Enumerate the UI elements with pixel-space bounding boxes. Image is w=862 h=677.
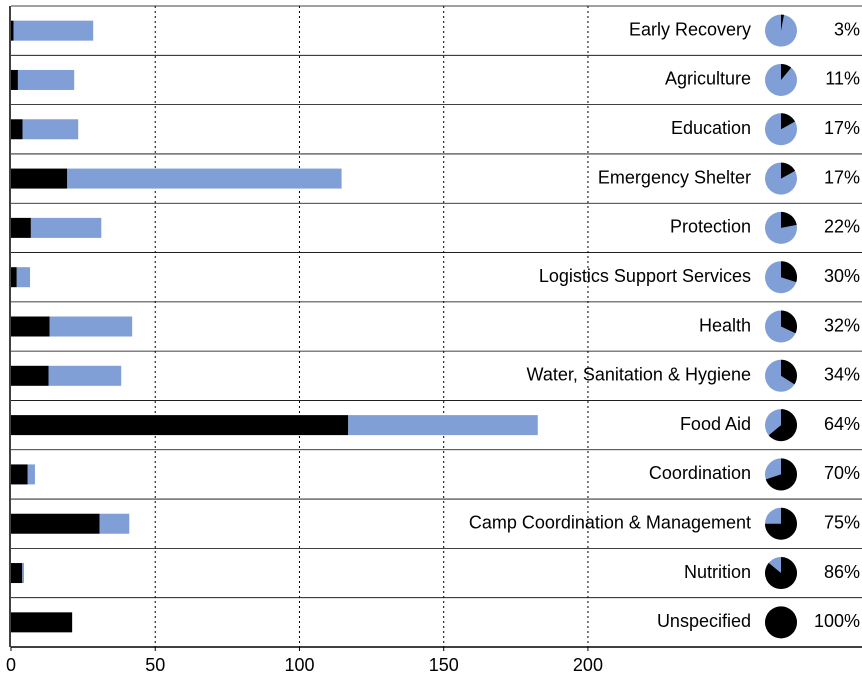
- bar-segment: [11, 69, 18, 90]
- pie-wedge: [781, 63, 792, 80]
- pie-wedge: [765, 557, 798, 590]
- bar-segment: [11, 316, 50, 337]
- bar-segment: [16, 267, 31, 288]
- bar-segment: [11, 513, 100, 534]
- x-tick-label: 150: [429, 655, 459, 675]
- x-tick-label: 200: [573, 655, 603, 675]
- percentage-label: 64%: [824, 414, 860, 434]
- percentage-label: 30%: [824, 266, 860, 286]
- category-label: Coordination: [649, 463, 751, 483]
- bar-segment: [22, 563, 24, 584]
- bar-segment: [22, 119, 79, 140]
- x-tick-label: 0: [6, 655, 16, 675]
- category-label: Unspecified: [657, 611, 751, 631]
- pie-wedge: [781, 211, 797, 228]
- bar-segment: [11, 168, 68, 189]
- bar-segment: [11, 20, 14, 41]
- pie-wedge: [765, 458, 797, 491]
- percentage-label: 70%: [824, 463, 860, 483]
- pie-wedge: [781, 359, 797, 385]
- category-label: Food Aid: [680, 414, 751, 434]
- bar-segment: [11, 612, 73, 633]
- pie-wedge: [781, 162, 796, 179]
- pie-wedge: [765, 606, 797, 639]
- category-label: Logistics Support Services: [539, 266, 751, 286]
- bar-segment: [27, 464, 35, 485]
- bar-segment: [11, 267, 17, 288]
- bar-segment: [11, 464, 28, 485]
- bar-segment: [30, 217, 102, 238]
- bar-segment: [348, 415, 538, 436]
- x-tick-label: 100: [284, 655, 314, 675]
- bar-segment: [11, 563, 23, 584]
- percentage-label: 34%: [824, 365, 860, 385]
- x-tick-label: 50: [145, 655, 165, 675]
- category-label: Nutrition: [684, 562, 751, 582]
- pie-wedge: [768, 409, 798, 442]
- percentage-label: 17%: [824, 167, 860, 187]
- bar-segment: [11, 217, 31, 238]
- pie-wedge: [781, 261, 797, 283]
- category-label: Health: [699, 315, 751, 335]
- bar-segment: [67, 168, 342, 189]
- bar-segment: [11, 365, 49, 386]
- bar-segment: [11, 415, 349, 436]
- bar-segment: [49, 316, 133, 337]
- percentage-label: 100%: [814, 611, 860, 631]
- category-label: Protection: [670, 217, 751, 237]
- category-label: Agriculture: [665, 69, 751, 89]
- percentage-label: 75%: [824, 512, 860, 532]
- percentage-label: 3%: [834, 19, 860, 39]
- percentage-label: 11%: [825, 69, 860, 89]
- pie-wedge: [781, 113, 796, 130]
- pie-wedge: [765, 507, 797, 540]
- bar-segment: [13, 20, 94, 41]
- percentage-label: 17%: [824, 118, 860, 138]
- bar-segment: [17, 69, 75, 90]
- bar-segment: [11, 119, 23, 140]
- percentage-label: 32%: [824, 315, 860, 335]
- percentage-label: 22%: [824, 217, 860, 237]
- category-label: Emergency Shelter: [598, 167, 751, 187]
- category-label: Education: [671, 118, 751, 138]
- category-label: Water, Sanitation & Hygiene: [527, 365, 751, 385]
- bar-segment: [48, 365, 122, 386]
- category-label: Camp Coordination & Management: [469, 512, 751, 532]
- pie-wedge: [781, 310, 797, 334]
- pie-wedge: [781, 14, 784, 31]
- bar-segment: [99, 513, 130, 534]
- category-label: Early Recovery: [629, 19, 751, 39]
- percentage-label: 86%: [824, 562, 860, 582]
